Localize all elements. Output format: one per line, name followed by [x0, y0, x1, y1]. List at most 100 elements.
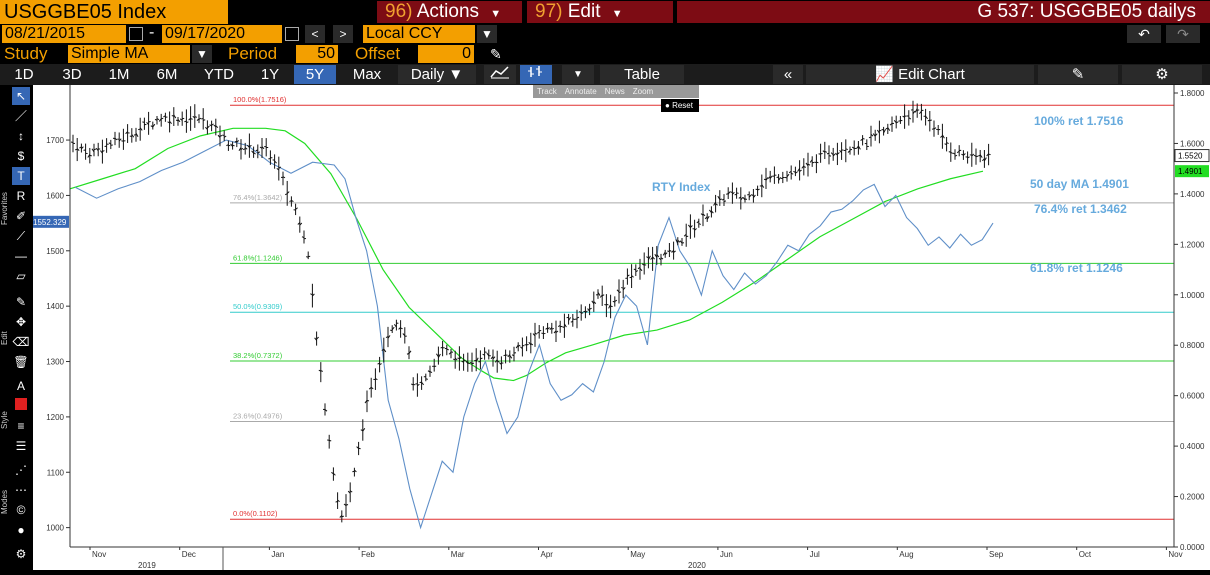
fib-label: 61.8%(1.1246) [233, 253, 283, 262]
edit-chart-label: Edit Chart [898, 66, 965, 83]
left-value-badge-text: 1552.329 [33, 218, 67, 227]
ohlc-open [420, 382, 422, 383]
collapse-icon[interactable]: « [773, 65, 803, 84]
dotted-icon[interactable]: ⋰ [12, 461, 30, 479]
edit-button[interactable]: 97) Edit ▼ [527, 1, 673, 23]
snap-icon[interactable]: © [12, 501, 30, 519]
offset-field[interactable]: 0 [418, 45, 474, 63]
frequency-select[interactable]: Daily ▼ [398, 65, 476, 84]
date-bar: 08/21/2015 - 09/17/2020 < > Local CCY ▼ … [0, 24, 1210, 44]
range-3d[interactable]: 3D [54, 65, 90, 84]
x-tick-label: Dec [182, 550, 196, 559]
axes: 100011001200130014001500160017000.00000.… [46, 85, 1205, 570]
pencil-icon[interactable]: ✎ [490, 46, 502, 63]
trash-icon[interactable]: 🗑 [12, 353, 30, 371]
bar-chart-icon[interactable] [520, 65, 552, 84]
range-ytd[interactable]: YTD [196, 65, 242, 84]
chart-svg[interactable]: 100.0%(1.7516)76.4%(1.3642)61.8%(1.1246)… [33, 85, 1210, 570]
annotate-tool[interactable]: Annotate [561, 85, 601, 98]
table-button[interactable]: Table [600, 65, 684, 84]
actions-button[interactable]: 96) Actions ▼ [377, 1, 522, 23]
left-tick-label: 1500 [46, 247, 64, 256]
ohlc-close [472, 363, 474, 364]
line-chart-icon[interactable] [484, 65, 516, 84]
ohlc-open [75, 149, 77, 150]
ohlc-close [426, 379, 428, 380]
study-field[interactable]: Simple MA [68, 45, 190, 63]
ohlc-open [785, 177, 787, 178]
start-date-field[interactable]: 08/21/2015 [2, 25, 126, 43]
range-1d[interactable]: 1D [6, 65, 42, 84]
chevron-down-icon[interactable]: ▼ [562, 65, 594, 84]
move-icon[interactable]: ✥ [12, 313, 30, 331]
dashed-icon[interactable]: ⋯ [12, 481, 30, 499]
year-label: 2019 [138, 561, 156, 570]
palette-icon[interactable]: ● [12, 521, 30, 539]
range-1y[interactable]: 1Y [252, 65, 288, 84]
header-bar: USGGBE05 Index 96) Actions ▼ 97) Edit ▼ … [0, 0, 1210, 24]
ohlc-open [84, 150, 86, 151]
brush-icon[interactable]: ✐ [12, 207, 30, 225]
ohlc-open [898, 121, 900, 122]
font-icon[interactable]: A [12, 377, 30, 395]
pointer-icon[interactable]: ↖ [12, 87, 30, 105]
line-style-icon[interactable]: ☰ [12, 437, 30, 455]
series-layer [70, 101, 993, 528]
calendar-icon[interactable] [129, 27, 143, 41]
right-tick-label: 1.6000 [1180, 139, 1205, 148]
fib-pct-icon[interactable]: ↕ [12, 127, 30, 145]
chart-icon: 📈 [875, 66, 894, 83]
x-tick-label: Nov [1168, 550, 1182, 559]
edit-chart-button[interactable]: 📈 Edit Chart [806, 65, 1034, 84]
fib-dollar-icon[interactable]: $ [12, 147, 30, 165]
line-weight-icon[interactable]: ≡ [12, 417, 30, 435]
range-1m[interactable]: 1M [100, 65, 138, 84]
chevron-down-icon[interactable]: ▼ [477, 25, 497, 43]
tool-palette: Favorites Edit Style Modes ↖ ／ ↕ $ T R ✐… [0, 85, 33, 570]
chevron-down-icon: ▼ [490, 8, 501, 20]
news-tool[interactable]: News [601, 85, 629, 98]
right-tick-label: 1.2000 [1180, 240, 1205, 249]
x-tick-label: Oct [1079, 550, 1092, 559]
period-field[interactable]: 50 [296, 45, 338, 63]
right-tick-label: 0.2000 [1180, 493, 1205, 502]
pen-icon[interactable]: ✎ [12, 293, 30, 311]
eraser-icon[interactable]: ⌫ [12, 333, 30, 351]
next-arrow-icon[interactable]: > [333, 25, 353, 43]
x-tick-label: Jul [810, 550, 820, 559]
ohlc-close [342, 516, 344, 517]
track-tool[interactable]: Track [533, 85, 561, 98]
chart-area[interactable]: 100.0%(1.7516)76.4%(1.3642)61.8%(1.1246)… [33, 85, 1210, 570]
redo-icon[interactable]: ↷ [1166, 25, 1200, 43]
ohlc-open [134, 135, 136, 136]
trend-icon[interactable]: ⟋ [12, 227, 30, 245]
ohlc-close [816, 162, 818, 163]
year-label: 2020 [688, 561, 706, 570]
zoom-tool[interactable]: Zoom [629, 85, 657, 98]
pencil-icon[interactable]: ✎ [1038, 65, 1118, 84]
range-max[interactable]: Max [344, 65, 390, 84]
range-5y[interactable]: 5Y [294, 65, 336, 84]
ticker-field[interactable]: USGGBE05 Index [0, 0, 228, 24]
ruler-icon[interactable]: R [12, 187, 30, 205]
gear-icon[interactable]: ⚙ [12, 545, 30, 563]
chevron-down-icon[interactable]: ▼ [192, 45, 212, 63]
gear-icon[interactable]: ⚙ [1122, 65, 1202, 84]
undo-icon[interactable]: ↶ [1127, 25, 1161, 43]
ohlc-close [149, 122, 151, 123]
ohlc-open [819, 154, 821, 155]
right-tick-label: 0.6000 [1180, 392, 1205, 401]
currency-field[interactable]: Local CCY [363, 25, 475, 43]
channel-icon[interactable]: ▱ [12, 267, 30, 285]
draw-line-icon[interactable]: ／ [12, 107, 30, 125]
ohlc-close [539, 330, 541, 331]
end-date-field[interactable]: 09/17/2020 [162, 25, 282, 43]
color-swatch-icon[interactable] [12, 397, 30, 415]
calendar-icon[interactable] [285, 27, 299, 41]
text-icon[interactable]: T [12, 167, 30, 185]
prev-arrow-icon[interactable]: < [305, 25, 325, 43]
reset-button[interactable]: ● Reset [661, 99, 699, 112]
range-6m[interactable]: 6M [148, 65, 186, 84]
ohlc-open [184, 121, 186, 122]
hline-icon[interactable]: — [12, 247, 30, 265]
